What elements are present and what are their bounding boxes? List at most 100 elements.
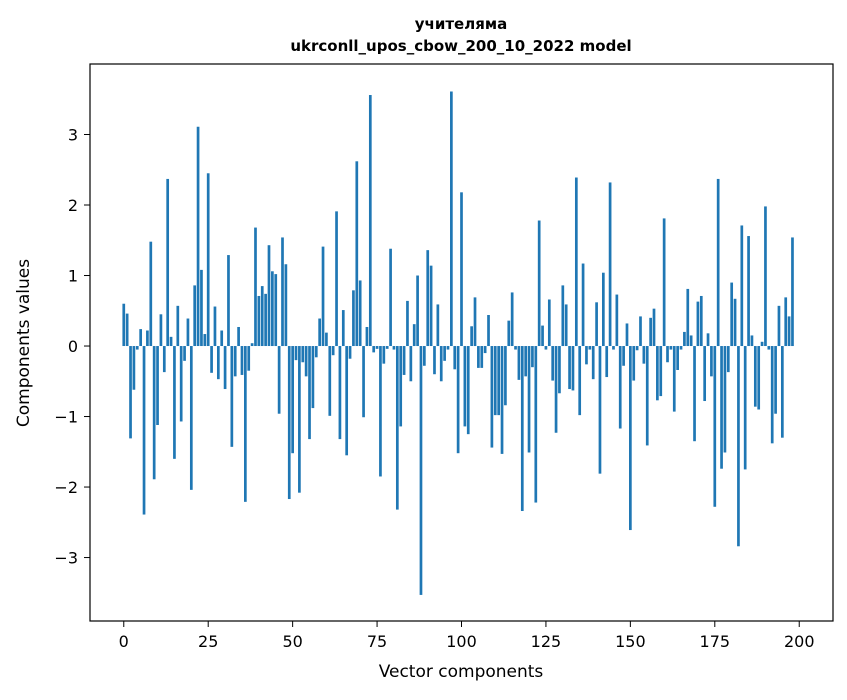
- bar: [480, 346, 484, 368]
- bar: [216, 346, 220, 380]
- bar: [760, 341, 764, 347]
- bar: [325, 332, 328, 347]
- bar: [254, 227, 257, 347]
- bar: [676, 346, 679, 370]
- bar: [267, 245, 271, 347]
- bar: [362, 346, 365, 418]
- bar: [764, 206, 767, 347]
- bar: [412, 324, 416, 347]
- bar: [514, 346, 517, 350]
- bar: [223, 346, 227, 390]
- bar: [693, 346, 696, 442]
- bar: [703, 346, 707, 402]
- bar: [152, 346, 156, 480]
- bar: [571, 346, 575, 391]
- bar: [737, 346, 740, 547]
- bar: [662, 218, 666, 347]
- y-tick-label: 0: [68, 337, 78, 356]
- bar: [531, 346, 534, 368]
- y-axis-label: Components values: [14, 259, 34, 427]
- y-tick-label: −3: [54, 549, 78, 568]
- bar: [321, 246, 325, 347]
- bar: [649, 317, 652, 347]
- bar: [433, 346, 436, 375]
- bar: [605, 346, 609, 378]
- bar: [206, 173, 210, 347]
- bar: [395, 346, 399, 510]
- bar: [595, 302, 598, 347]
- bar: [348, 346, 352, 359]
- x-tick-label: 125: [531, 632, 562, 651]
- bar: [720, 346, 723, 469]
- bar: [233, 346, 237, 377]
- bar: [500, 346, 504, 454]
- bar: [341, 310, 345, 347]
- bar: [358, 280, 362, 347]
- bar: [179, 346, 183, 422]
- bar: [146, 330, 149, 347]
- bar: [423, 346, 426, 366]
- bar: [260, 286, 264, 347]
- bar: [389, 248, 392, 347]
- bar: [483, 346, 487, 354]
- bar: [291, 346, 294, 454]
- bar: [733, 298, 737, 347]
- bar: [686, 288, 690, 347]
- bar: [274, 274, 278, 347]
- x-axis-label: Vector components: [379, 662, 544, 682]
- bar: [149, 241, 153, 347]
- bar: [527, 346, 531, 453]
- bar: [730, 282, 734, 347]
- bar: [466, 346, 470, 435]
- bar: [666, 346, 669, 363]
- bar: [564, 304, 568, 347]
- bar: [436, 304, 440, 347]
- bar: [294, 346, 298, 361]
- bar: [193, 285, 197, 347]
- bar: [264, 293, 267, 347]
- y-axis-ticks: −3 −2 −1 0 1 2 3: [54, 126, 90, 568]
- bar: [507, 320, 511, 347]
- bar: [568, 346, 571, 390]
- bar: [139, 329, 143, 347]
- bar: [385, 346, 389, 349]
- bar: [129, 346, 132, 439]
- bar: [338, 346, 342, 440]
- bar: [625, 323, 629, 347]
- bar: [375, 346, 379, 349]
- bar: [456, 346, 460, 454]
- bar: [183, 346, 186, 361]
- bar: [439, 346, 443, 382]
- bar: [487, 315, 490, 347]
- bar: [713, 346, 717, 507]
- bar: [470, 326, 473, 347]
- bar: [524, 346, 528, 377]
- bar: [622, 346, 625, 366]
- bar: [186, 318, 190, 347]
- bar: [784, 297, 788, 347]
- bar: [406, 300, 409, 347]
- bar: [443, 346, 446, 361]
- bar: [368, 95, 372, 347]
- x-tick-label: 150: [615, 632, 646, 651]
- bar: [774, 346, 777, 414]
- bar: [497, 346, 500, 416]
- bar: [399, 346, 403, 427]
- bar: [615, 294, 619, 347]
- x-tick-label: 175: [700, 632, 731, 651]
- bar: [612, 346, 615, 350]
- bar: [669, 346, 673, 350]
- bar: [162, 346, 166, 373]
- bar: [382, 346, 386, 364]
- bar: [210, 346, 213, 373]
- bar: [200, 269, 203, 347]
- bar: [240, 346, 244, 375]
- bar: [659, 346, 663, 397]
- bar: [220, 330, 224, 347]
- bar: [244, 346, 247, 502]
- bar: [510, 292, 514, 347]
- bar: [277, 346, 281, 414]
- bar: [284, 264, 288, 347]
- bar: [656, 346, 659, 401]
